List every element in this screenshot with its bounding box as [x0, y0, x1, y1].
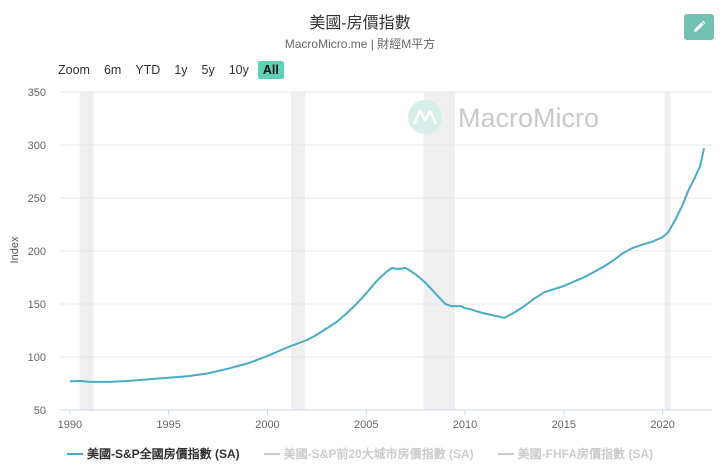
range-selector: Zoom 6m YTD 1y 5y 10y All	[58, 60, 288, 80]
chart-title: 美國-房價指數	[309, 15, 411, 32]
legend-label-sp-20-city: 美國-S&P前20大城市房價指數 (SA)	[283, 447, 474, 461]
range-button-1y[interactable]: 1y	[174, 63, 188, 77]
y-tick-label-150: 150	[28, 299, 46, 311]
y-tick-label-200: 200	[28, 246, 46, 258]
x-axis-ticks: 1990 1995 2000 2005 2010 2015 2020	[58, 410, 675, 431]
legend-label-fhfa: 美國-FHFA房價指數 (SA)	[517, 447, 653, 461]
pencil-icon	[694, 20, 706, 32]
x-tick-label-2005: 2005	[354, 419, 378, 431]
macromicro-logo-icon	[408, 100, 442, 134]
range-button-6m[interactable]: 6m	[103, 63, 122, 77]
series-line-sp-national[interactable]	[69, 147, 706, 383]
legend: 美國-S&P全國房價指數 (SA) 美國-S&P前20大城市房價指數 (SA) …	[0, 445, 720, 462]
range-button-10y[interactable]: 10y	[228, 63, 249, 77]
legend-label-sp-national: 美國-S&P全國房價指數 (SA)	[86, 447, 240, 461]
legend-swatch-sp-20-city	[263, 452, 280, 455]
y-tick-label-50: 50	[34, 405, 46, 417]
legend-item-sp-national[interactable]: 美國-S&P全國房價指數 (SA)	[66, 445, 240, 462]
x-tick-label-2000: 2000	[255, 419, 279, 431]
y-tick-label-100: 100	[28, 352, 46, 364]
grid-lines	[60, 91, 712, 358]
legend-item-sp-20-city[interactable]: 美國-S&P前20大城市房價指數 (SA)	[263, 445, 474, 462]
legend-swatch-sp-national	[66, 452, 83, 455]
x-tick-label-2015: 2015	[552, 419, 576, 431]
zoom-label: Zoom	[58, 63, 90, 77]
watermark: MacroMicro	[408, 100, 599, 134]
edit-button[interactable]	[684, 14, 714, 40]
y-tick-label-250: 250	[28, 193, 46, 205]
x-tick-label-1990: 1990	[58, 419, 82, 431]
range-button-all[interactable]: All	[257, 61, 284, 79]
y-axis-ticks: 50 100 150 200 250 300 350	[28, 87, 46, 417]
legend-swatch-fhfa	[497, 452, 514, 455]
y-axis-title: Index	[9, 236, 21, 263]
range-button-5y[interactable]: 5y	[201, 63, 215, 77]
chart-subtitle: MacroMicro.me | 財經M平方	[284, 37, 436, 51]
watermark-text: MacroMicro	[458, 103, 599, 133]
x-tick-label-2020: 2020	[650, 419, 674, 431]
range-button-ytd[interactable]: YTD	[135, 63, 161, 77]
y-tick-label-300: 300	[28, 140, 46, 152]
legend-item-fhfa[interactable]: 美國-FHFA房價指數 (SA)	[497, 445, 653, 462]
x-tick-label-2010: 2010	[453, 419, 477, 431]
x-tick-label-1995: 1995	[156, 419, 180, 431]
y-tick-label-350: 350	[28, 87, 46, 99]
